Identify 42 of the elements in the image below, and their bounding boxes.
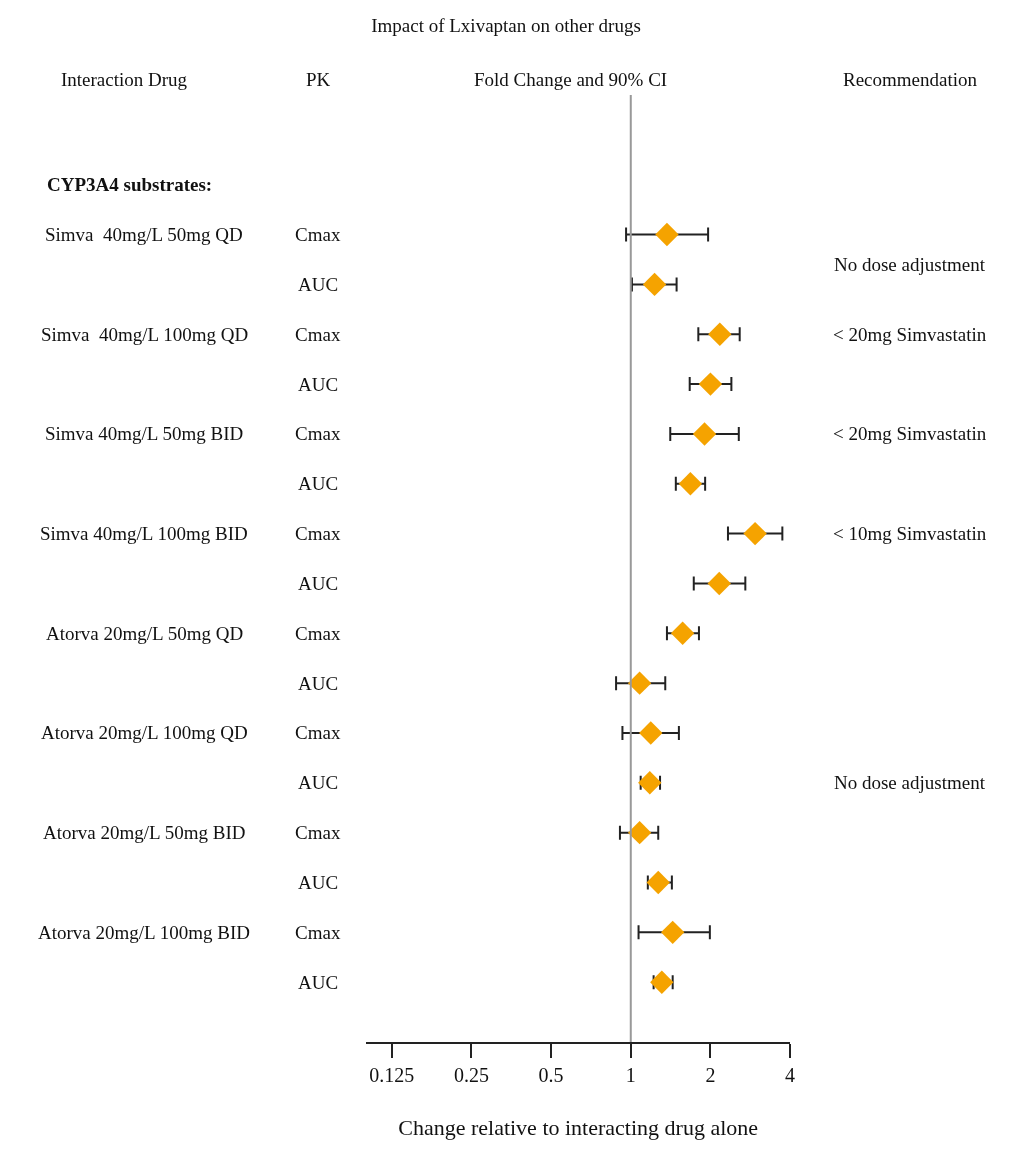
y-tick-label: Cmax (295, 822, 341, 843)
y-tick-label: AUC (298, 972, 339, 993)
text: Simva 40mg/L 100mg QD (41, 324, 249, 345)
text: Atorva 20mg/L 100mg QD (41, 722, 248, 743)
y-tick-label: AUC (298, 872, 339, 893)
x-tick-label: 0.5 (538, 1064, 564, 1086)
text: < 20mg Simvastatin (833, 324, 987, 345)
x-tick-label: 4 (785, 1064, 796, 1086)
x-tick-label: 2 (705, 1064, 716, 1086)
y-tick-label: Cmax (295, 324, 341, 345)
text: < 10mg Simvastatin (833, 523, 987, 544)
text: < 20mg Simvastatin (833, 423, 987, 444)
text: Simva 40mg/L 50mg BID (45, 423, 244, 444)
text: Interaction Drug (61, 69, 188, 90)
y-tick-label: Cmax (295, 722, 341, 743)
text: Atorva 20mg/L 100mg BID (38, 922, 250, 943)
x-axis-title: Change relative to interacting drug alone (398, 1115, 759, 1141)
y-tick-label: Cmax (295, 922, 341, 943)
x-tick-label: 0.25 (453, 1064, 489, 1086)
y-tick-label: AUC (298, 374, 339, 395)
y-tick-label: AUC (298, 573, 339, 594)
x-tick-label: 0.125 (369, 1064, 415, 1086)
y-tick-label: Cmax (295, 423, 341, 444)
text: No dose adjustment (834, 772, 986, 793)
y-tick-label: AUC (298, 274, 339, 295)
y-tick-label: AUC (298, 673, 339, 694)
text: PK (306, 69, 331, 90)
y-tick-label: Cmax (295, 224, 341, 245)
y-tick-label: AUC (298, 473, 339, 494)
text: Atorva 20mg/L 50mg BID (43, 822, 246, 843)
text: CYP3A4 substrates: (47, 174, 213, 195)
y-tick-label: AUC (298, 772, 339, 793)
text: Recommendation (843, 69, 978, 90)
text: Fold Change and 90% CI (474, 69, 668, 90)
x-tick-label: 1 (625, 1064, 636, 1086)
text: Atorva 20mg/L 50mg QD (46, 623, 244, 644)
text: Simva 40mg/L 100mg BID (40, 523, 248, 544)
y-tick-label: Cmax (295, 523, 341, 544)
y-tick-label: Cmax (295, 623, 341, 644)
chart-title: Impact of Lxivaptan on other drugs (371, 14, 641, 36)
text: No dose adjustment (834, 254, 986, 275)
text: Simva 40mg/L 50mg QD (45, 224, 243, 245)
